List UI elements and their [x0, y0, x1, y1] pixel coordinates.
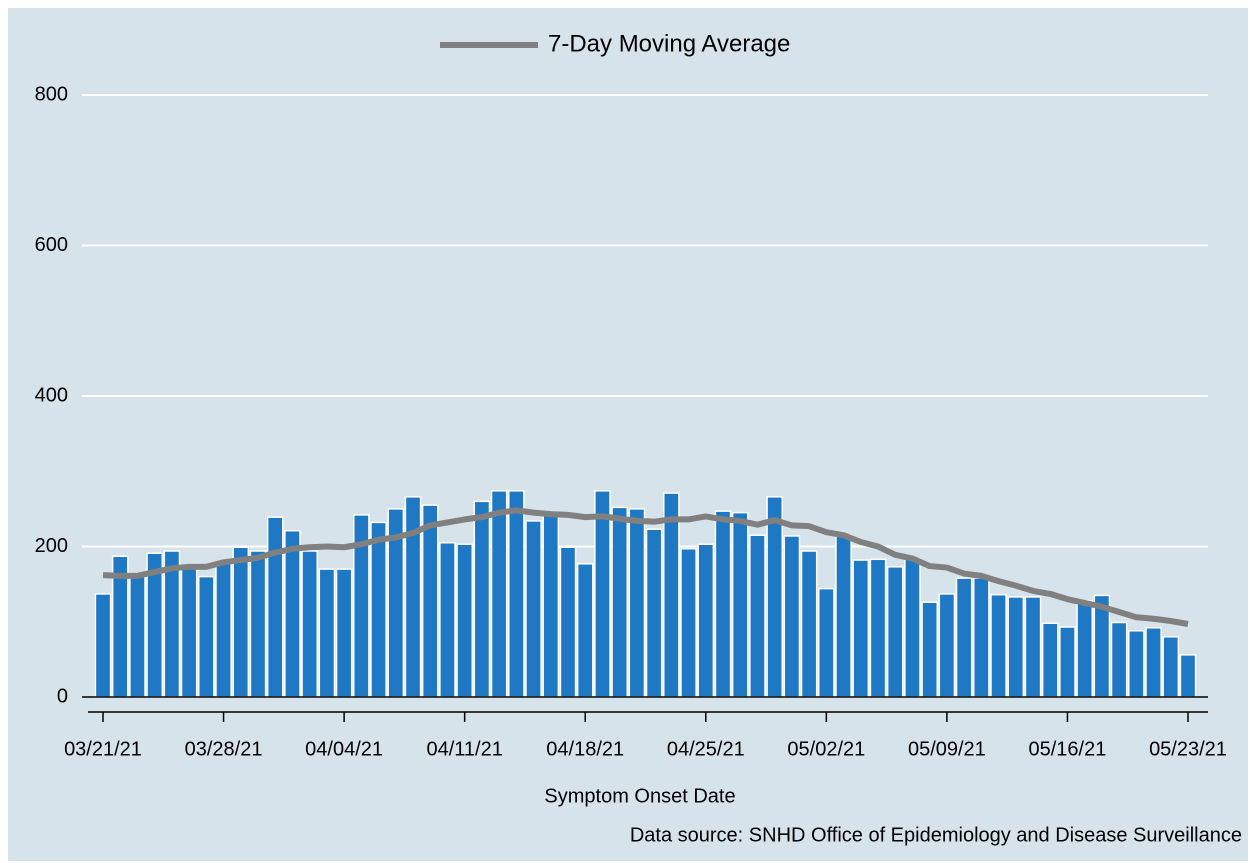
bar	[628, 508, 646, 698]
moving-average-line	[102, 507, 1189, 627]
bar	[1110, 621, 1128, 698]
bar	[542, 513, 560, 698]
bar	[249, 550, 267, 698]
bar	[1179, 654, 1197, 698]
bar	[370, 521, 387, 698]
bar	[335, 568, 353, 698]
bar	[904, 558, 921, 698]
bar	[680, 548, 697, 698]
bar	[818, 587, 835, 698]
bar	[1162, 636, 1180, 698]
x-tick-label: 04/18/21	[546, 738, 624, 760]
bar	[749, 534, 766, 698]
x-tick-label: 05/23/21	[1149, 738, 1227, 760]
bar	[266, 516, 284, 698]
bar	[1024, 596, 1042, 698]
bar	[921, 601, 938, 698]
bar	[215, 562, 232, 698]
x-tick-label: 04/04/21	[305, 738, 383, 760]
bar	[1076, 599, 1093, 698]
bar	[421, 504, 439, 698]
x-tick-label: 05/02/21	[787, 738, 865, 760]
bar	[800, 550, 818, 698]
x-tick-label: 04/11/21	[426, 738, 502, 760]
bar	[439, 541, 456, 698]
source-note: Data source: SNHD Office of Epidemiology…	[630, 824, 1242, 846]
bar	[886, 566, 904, 698]
x-tick-label: 03/28/21	[185, 738, 263, 760]
bar	[697, 543, 715, 698]
bar	[1059, 626, 1076, 698]
bar	[714, 510, 732, 698]
x-tick-label: 04/25/21	[667, 738, 745, 760]
bar	[490, 490, 508, 698]
bar	[1007, 596, 1025, 698]
x-axis-label: Symptom Onset Date	[544, 785, 735, 807]
legend-label: 7-Day Moving Average	[548, 30, 790, 57]
bar	[1145, 627, 1162, 698]
bar	[955, 577, 973, 698]
bar	[783, 535, 801, 698]
bar	[594, 490, 611, 698]
bar	[1041, 622, 1059, 698]
bar	[576, 563, 594, 698]
y-tick-label: 200	[35, 535, 68, 557]
bar	[835, 534, 852, 698]
y-tick-label: 0	[57, 685, 68, 707]
y-tick-label: 800	[35, 83, 68, 105]
bar	[731, 511, 749, 698]
x-tick-label: 05/16/21	[1029, 738, 1107, 760]
y-tick-label: 600	[35, 234, 68, 256]
bar	[973, 577, 990, 698]
bar	[163, 550, 181, 698]
bar	[129, 574, 146, 698]
bar	[508, 490, 525, 698]
bar	[198, 575, 215, 698]
bar	[456, 543, 473, 698]
bar	[404, 496, 422, 698]
bar	[559, 546, 577, 698]
bar	[852, 559, 870, 698]
y-tick-label: 400	[35, 384, 68, 406]
bar	[473, 500, 491, 698]
bar	[663, 492, 680, 698]
bar	[180, 564, 198, 698]
bar	[611, 506, 628, 698]
bar	[318, 568, 336, 698]
chart-background	[8, 8, 1248, 861]
bar	[766, 496, 783, 698]
bar	[990, 593, 1007, 698]
bar	[869, 558, 887, 698]
bar	[232, 546, 250, 698]
bar	[645, 528, 663, 698]
bar	[284, 529, 301, 698]
bar	[301, 550, 318, 698]
x-tick-label: 03/21/21	[64, 738, 142, 760]
bar	[525, 520, 542, 698]
bar	[94, 593, 112, 698]
bar	[1128, 630, 1145, 698]
bar	[938, 593, 956, 698]
x-tick-label: 05/09/21	[908, 738, 986, 760]
